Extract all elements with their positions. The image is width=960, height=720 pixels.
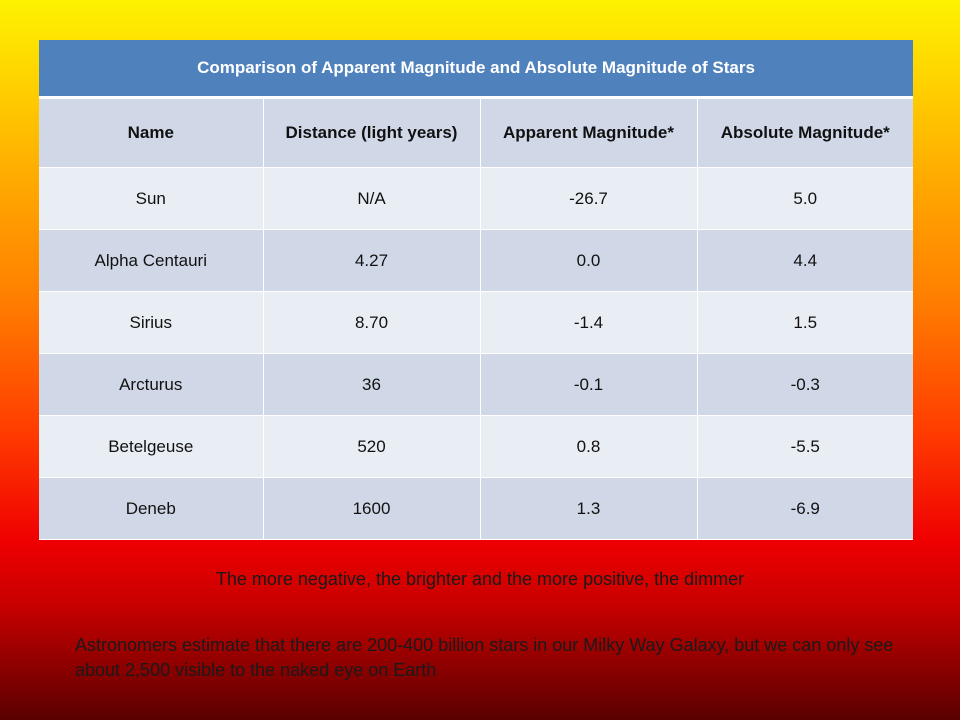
- table-row: Alpha Centauri 4.27 0.0 4.4: [39, 229, 913, 292]
- cell-distance: 520: [263, 415, 481, 478]
- cell-distance: N/A: [263, 167, 481, 230]
- cell-name: Arcturus: [39, 353, 264, 416]
- cell-apparent: -26.7: [480, 167, 698, 230]
- cell-absolute: -0.3: [697, 353, 913, 416]
- cell-absolute: 1.5: [697, 291, 913, 354]
- table-title: Comparison of Apparent Magnitude and Abs…: [39, 40, 913, 99]
- cell-apparent: 0.8: [480, 415, 698, 478]
- table-row: Arcturus 36 -0.1 -0.3: [39, 353, 913, 416]
- cell-apparent: -0.1: [480, 353, 698, 416]
- table-row: Sirius 8.70 -1.4 1.5: [39, 291, 913, 354]
- header-apparent-magnitude: Apparent Magnitude*: [480, 97, 698, 168]
- header-absolute-magnitude: Absolute Magnitude*: [697, 97, 913, 168]
- header-name: Name: [39, 97, 264, 168]
- cell-apparent: 0.0: [480, 229, 698, 292]
- cell-absolute: -6.9: [697, 477, 913, 540]
- cell-absolute: 5.0: [697, 167, 913, 230]
- cell-name: Alpha Centauri: [39, 229, 264, 292]
- cell-name: Sirius: [39, 291, 264, 354]
- cell-absolute: 4.4: [697, 229, 913, 292]
- cell-apparent: -1.4: [480, 291, 698, 354]
- cell-distance: 8.70: [263, 291, 481, 354]
- table-row: Betelgeuse 520 0.8 -5.5: [39, 415, 913, 478]
- star-count-fact: Astronomers estimate that there are 200-…: [75, 635, 894, 681]
- cell-apparent: 1.3: [480, 477, 698, 540]
- cell-absolute: -5.5: [697, 415, 913, 478]
- magnitude-table: Comparison of Apparent Magnitude and Abs…: [39, 40, 913, 540]
- magnitude-note: The more negative, the brighter and the …: [215, 569, 745, 589]
- table-row: Sun N/A -26.7 5.0: [39, 167, 913, 230]
- cell-name: Betelgeuse: [39, 415, 264, 478]
- table-row: Deneb 1600 1.3 -6.9: [39, 477, 913, 540]
- cell-distance: 1600: [263, 477, 481, 540]
- header-distance: Distance (light years): [263, 97, 481, 168]
- cell-name: Sun: [39, 167, 264, 230]
- cell-name: Deneb: [39, 477, 264, 540]
- table-header-row: Name Distance (light years) Apparent Mag…: [39, 97, 913, 168]
- cell-distance: 4.27: [263, 229, 481, 292]
- cell-distance: 36: [263, 353, 481, 416]
